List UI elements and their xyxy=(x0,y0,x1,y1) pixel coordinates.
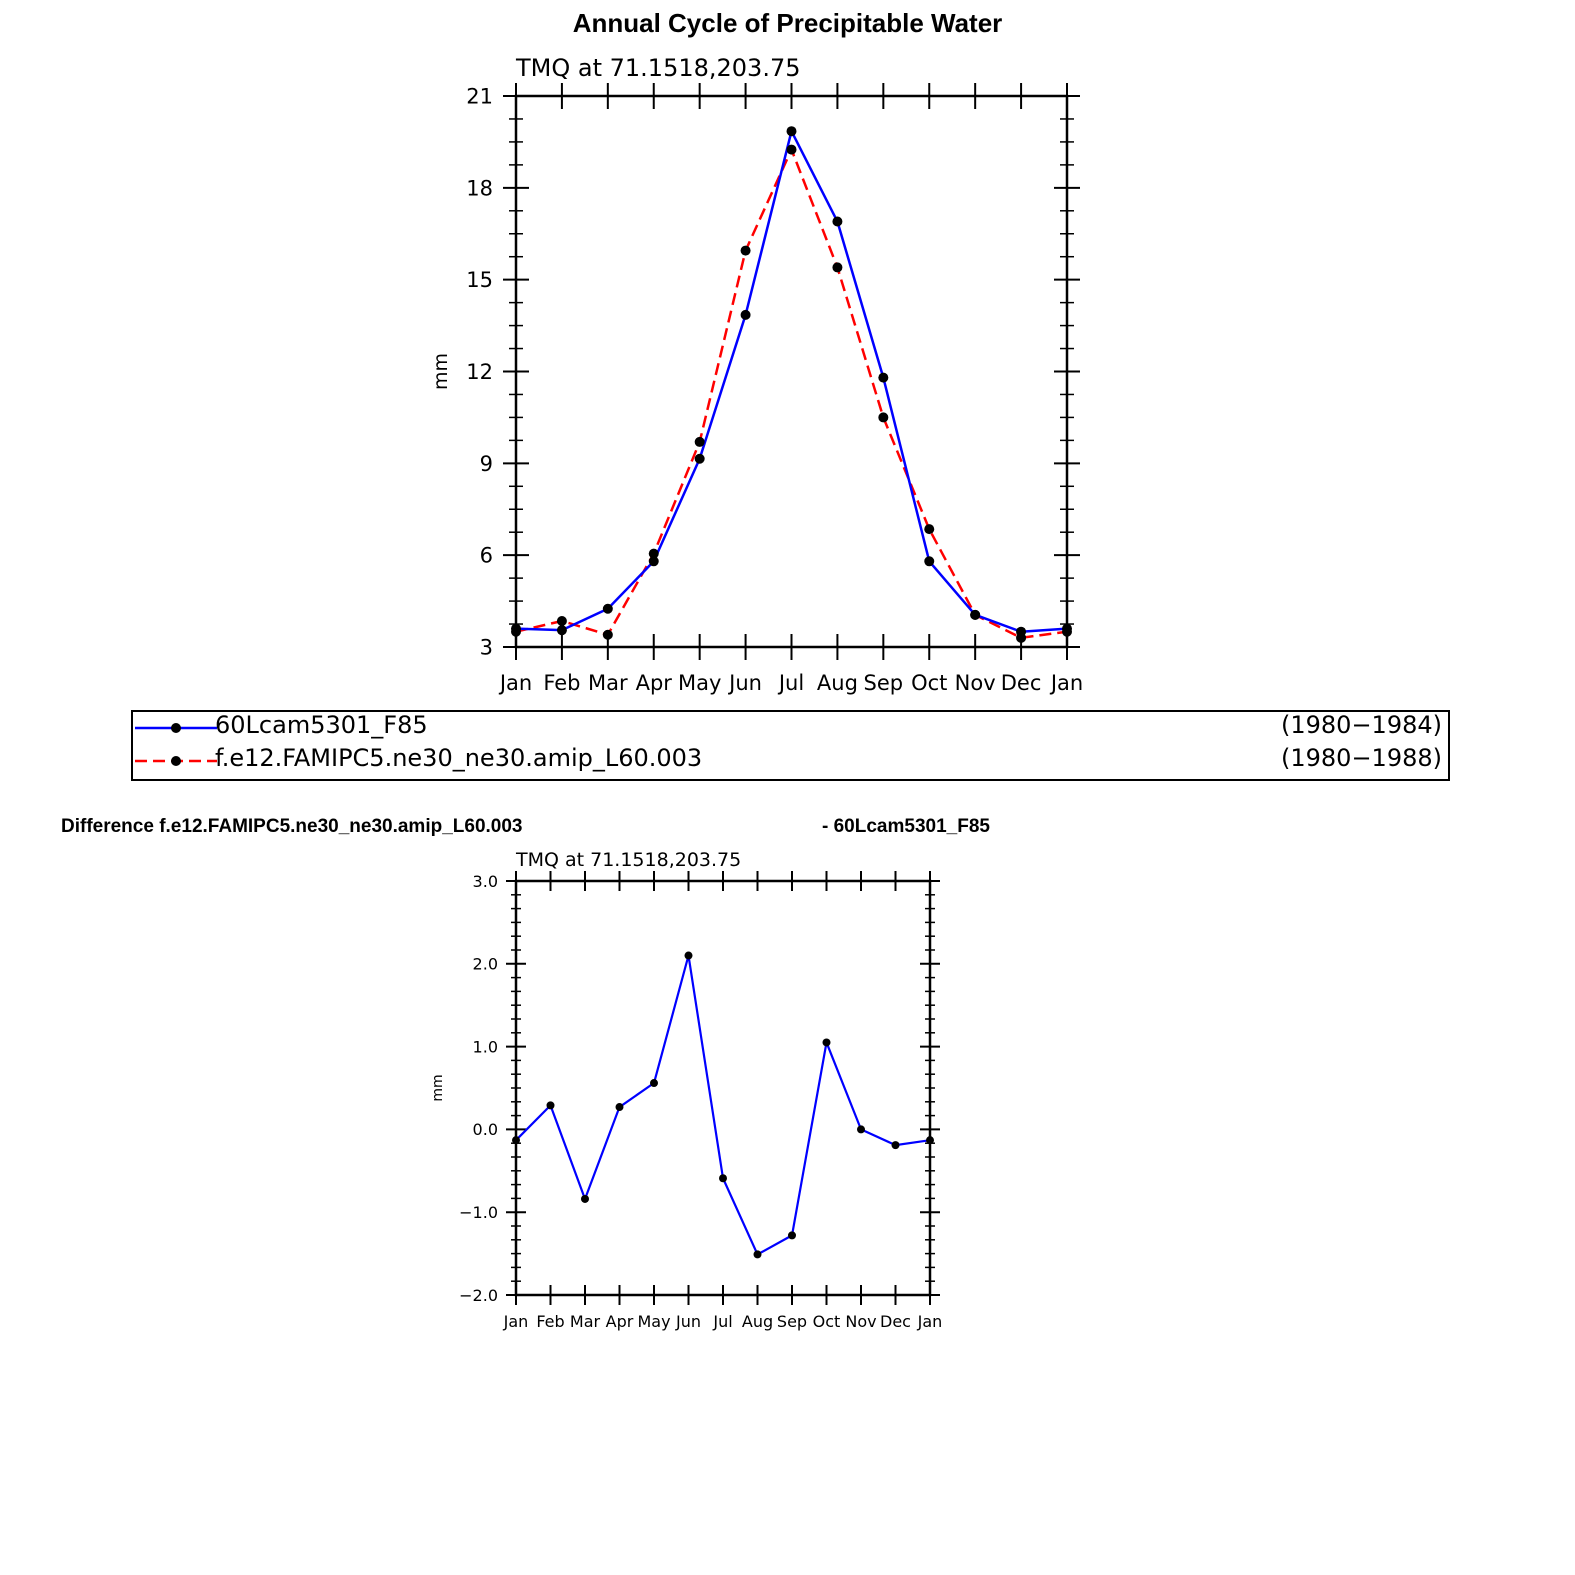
y-tick-label: 3 xyxy=(480,636,493,660)
data-point xyxy=(1062,626,1072,637)
data-point xyxy=(753,1250,762,1259)
data-point xyxy=(832,262,843,273)
data-point xyxy=(648,556,659,567)
data-point xyxy=(546,1101,555,1110)
x-tick-label: Oct xyxy=(911,671,947,695)
legend-entry-years: (1980−1988) xyxy=(1281,744,1442,772)
series-line xyxy=(515,129,1068,633)
plot-frame xyxy=(514,879,932,1297)
data-point xyxy=(650,1079,658,1088)
y-tick-label: 15 xyxy=(466,268,493,292)
data-point xyxy=(556,625,567,636)
data-point xyxy=(740,245,751,256)
x-tick-label: Aug xyxy=(817,671,858,695)
data-point xyxy=(891,1141,900,1150)
x-tick-label: Sep xyxy=(777,1312,807,1331)
data-point xyxy=(878,412,889,423)
data-point xyxy=(1016,632,1027,643)
data-point xyxy=(581,1194,589,1203)
y-tick-label: 12 xyxy=(466,360,493,384)
data-point xyxy=(924,524,935,535)
legend: 60Lcam5301_F85 (1980−1984) f.e12.FAMIPC5… xyxy=(131,710,1450,781)
data-point xyxy=(694,436,705,447)
x-tick-label: Jan xyxy=(498,671,532,695)
series-line xyxy=(515,148,1068,640)
legend-entry-name: 60Lcam5301_F85 xyxy=(215,711,428,739)
x-tick-label: Sep xyxy=(864,671,904,695)
plot-frame xyxy=(514,94,1069,649)
x-tick-label: Jan xyxy=(503,1312,529,1331)
x-tick-label: May xyxy=(637,1312,670,1331)
y-axis-label: mm xyxy=(430,1074,446,1101)
difference-label-left: Difference f.e12.FAMIPC5.ne30_ne30.amip_… xyxy=(61,816,523,837)
y-tick-label: 18 xyxy=(466,176,493,200)
y-tick-label: 1.0 xyxy=(473,1037,498,1056)
data-point xyxy=(684,951,693,960)
data-point xyxy=(740,309,751,320)
data-point xyxy=(648,548,659,559)
chart-subtitle: TMQ at 71.1518,203.75 xyxy=(515,849,741,871)
data-point xyxy=(602,629,613,640)
data-point xyxy=(878,372,889,383)
x-tick-label: Jul xyxy=(712,1312,732,1331)
data-point xyxy=(926,1136,934,1145)
x-tick-label: Jan xyxy=(1049,671,1083,695)
series-line xyxy=(515,954,931,1256)
x-tick-label: Mar xyxy=(570,1312,601,1331)
data-point xyxy=(822,1038,831,1047)
legend-line-blue xyxy=(135,723,217,733)
x-tick-label: May xyxy=(678,671,721,695)
x-tick-label: Nov xyxy=(845,1312,876,1331)
main-title: Annual Cycle of Precipitable Water xyxy=(572,8,1003,38)
chart-subtitle: TMQ at 71.1518,203.75 xyxy=(515,54,800,82)
x-tick-label: Nov xyxy=(955,671,996,695)
x-tick-label: Feb xyxy=(536,1312,564,1331)
x-tick-label: Jun xyxy=(727,671,762,695)
data-point xyxy=(694,453,705,464)
y-axis-label: mm xyxy=(430,353,452,390)
y-tick-label: 2.0 xyxy=(473,955,498,974)
data-point xyxy=(719,1174,727,1183)
x-tick-label: Mar xyxy=(588,671,628,695)
legend-entry-name: f.e12.FAMIPC5.ne30_ne30.amip_L60.003 xyxy=(215,744,703,772)
x-tick-label: Jul xyxy=(777,671,804,695)
y-tick-label: 3.0 xyxy=(473,872,498,891)
x-tick-label: Oct xyxy=(813,1312,841,1331)
y-tick-label: 0.0 xyxy=(473,1120,498,1139)
data-point xyxy=(615,1103,624,1112)
y-tick-label: −2.0 xyxy=(459,1286,498,1305)
data-point xyxy=(788,1231,796,1240)
data-point xyxy=(556,615,567,626)
legend-entry-years: (1980−1984) xyxy=(1281,711,1442,739)
x-tick-label: Dec xyxy=(880,1312,911,1331)
y-tick-label: 6 xyxy=(480,544,493,568)
y-tick-label: 21 xyxy=(466,85,493,109)
legend-line-red xyxy=(135,756,217,766)
x-tick-label: Jun xyxy=(675,1312,701,1331)
data-point xyxy=(512,1136,520,1145)
data-point xyxy=(786,144,797,155)
x-tick-label: Apr xyxy=(606,1312,634,1331)
data-point xyxy=(970,609,981,620)
data-point xyxy=(924,556,935,567)
x-tick-label: Aug xyxy=(742,1312,773,1331)
data-point xyxy=(602,603,613,614)
data-point xyxy=(786,126,797,137)
x-tick-label: Jan xyxy=(917,1312,943,1331)
x-tick-label: Apr xyxy=(636,671,673,695)
data-point xyxy=(857,1125,865,1134)
data-point xyxy=(832,216,843,227)
x-tick-label: Dec xyxy=(1001,671,1042,695)
difference-label-right: - 60Lcam5301_F85 xyxy=(822,816,990,837)
y-tick-label: 9 xyxy=(480,452,493,476)
data-point xyxy=(511,626,521,637)
x-tick-label: Feb xyxy=(543,671,580,695)
y-tick-label: −1.0 xyxy=(459,1203,498,1222)
